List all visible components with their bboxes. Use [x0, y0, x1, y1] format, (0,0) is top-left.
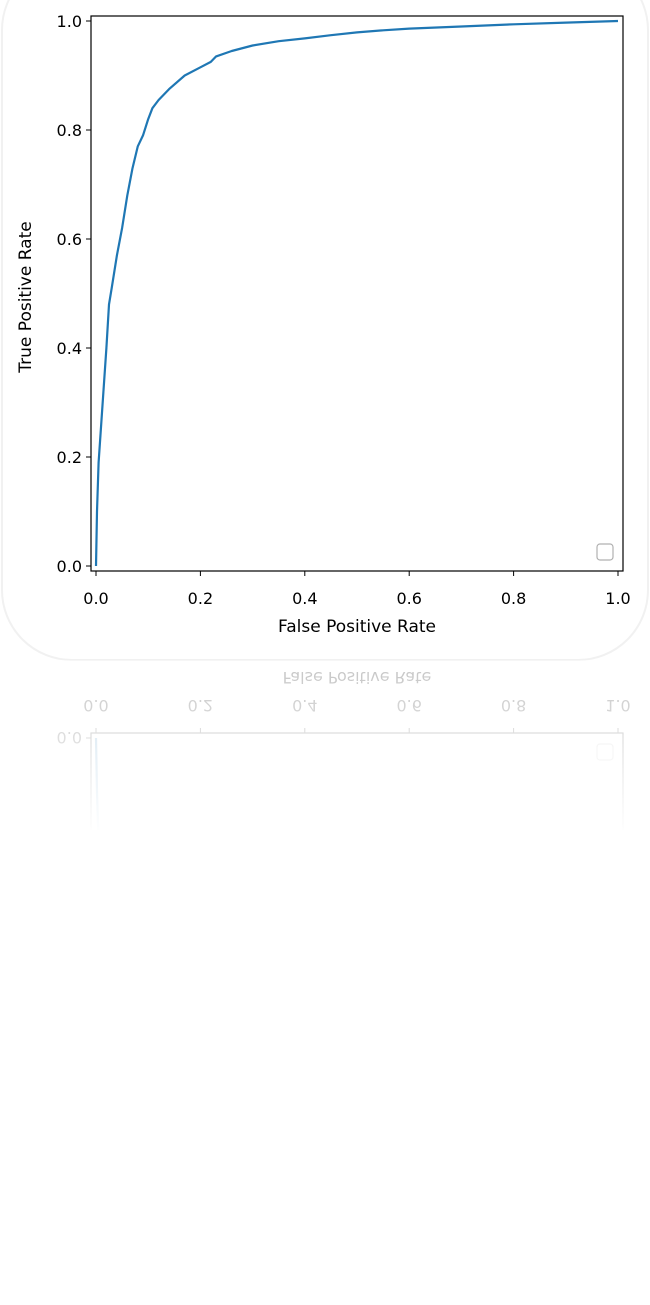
x-tick-label: 0.8 — [501, 589, 526, 608]
roc-curve — [94, 19, 619, 567]
x-tick-label: 0.6 — [396, 589, 421, 608]
x-tick-label: 0.2 — [188, 589, 213, 608]
x-tick-label: 0.4 — [292, 589, 317, 608]
reflection-fade — [0, 660, 650, 835]
y-tick-label: 0.2 — [57, 448, 82, 467]
chart-area: 0.0 0.2 0.4 0.6 0.8 1.0 0.0 0.2 0.4 0.6 0.8 1.0 Fa… — [16, 12, 631, 637]
y-tick-label: 1.0 — [57, 12, 82, 31]
y-tick-label: 0.6 — [57, 230, 82, 249]
y-tick-label: 0.4 — [57, 339, 82, 358]
y-axis: 0.0 0.2 0.4 0.6 0.8 1.0 — [57, 12, 91, 576]
series-layer — [94, 19, 619, 567]
x-tick-label: 1.0 — [605, 589, 630, 608]
y-axis-label: True Positive Rate — [16, 221, 36, 373]
plot-frame — [90, 15, 624, 572]
y-tick-label: 0.0 — [57, 557, 82, 576]
reflection-mask — [0, 830, 650, 1305]
x-axis-label: False Positive Rate — [278, 617, 436, 637]
y-tick-label: 0.8 — [57, 121, 82, 140]
x-tick-label: 0.0 — [83, 589, 108, 608]
legend-box — [596, 543, 614, 561]
x-axis: 0.0 0.2 0.4 0.6 0.8 1.0 — [83, 571, 631, 608]
